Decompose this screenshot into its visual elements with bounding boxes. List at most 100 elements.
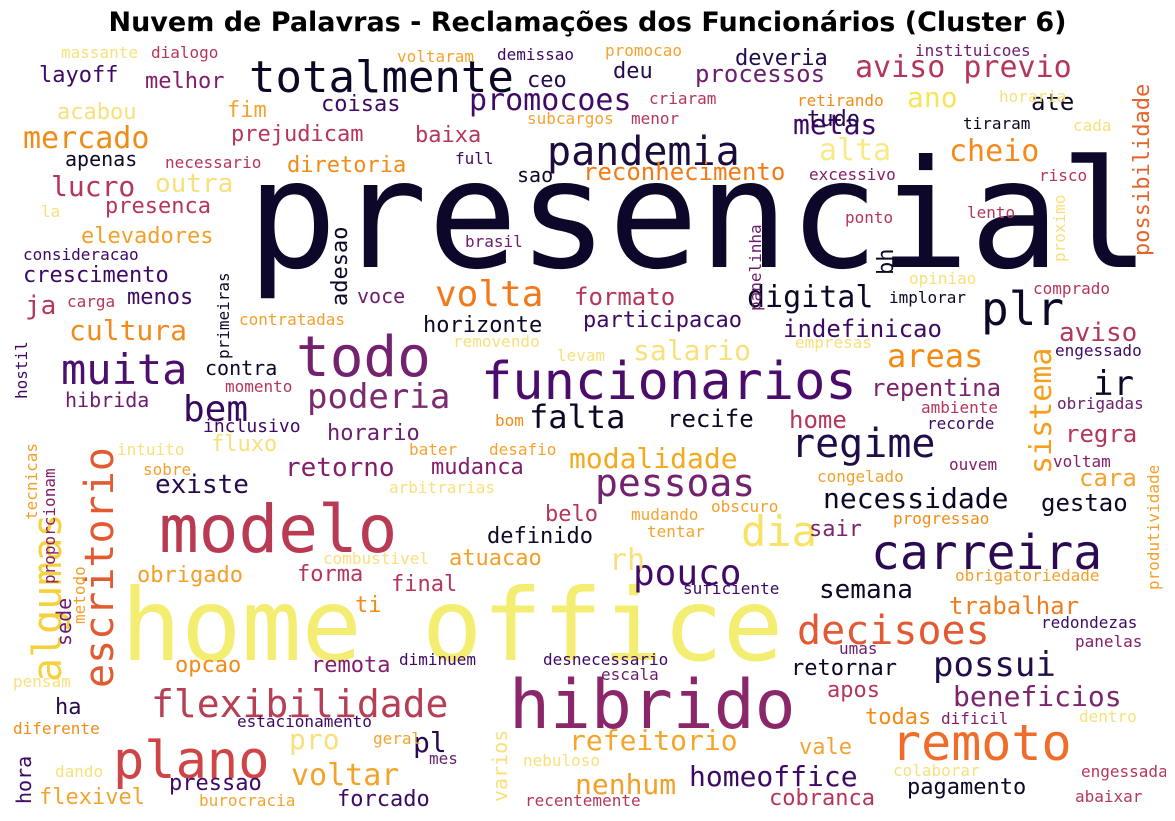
word-bom: bom — [495, 411, 524, 430]
word-beneficios: beneficios — [953, 680, 1122, 713]
word-presenca: presenca — [105, 194, 211, 219]
word-arbitrarias: arbitrarias — [389, 478, 495, 497]
word-ti: ti — [355, 593, 382, 618]
word-pagamento: pagamento — [907, 775, 1026, 800]
word-combustivel: combustivel — [323, 549, 429, 568]
word-ceo: ceo — [527, 68, 567, 93]
word-vale: vale — [799, 735, 852, 760]
word-removendo: removendo — [453, 332, 540, 351]
word-tecnicas: tecnicas — [22, 443, 41, 520]
word-dialogo: dialogo — [151, 43, 218, 62]
word-formato: formato — [574, 283, 675, 311]
word-diminuem: diminuem — [399, 650, 476, 669]
word-obrigadas: obrigadas — [1057, 394, 1144, 413]
word-crescimento: crescimento — [23, 263, 169, 288]
word-mercado: mercado — [23, 121, 149, 156]
word-reconhecimento: reconhecimento — [583, 158, 785, 186]
word-escritorio: escritorio — [77, 447, 123, 688]
word-fluxo: fluxo — [211, 432, 277, 457]
word-repentina: repentina — [871, 374, 1001, 402]
word-todas: todas — [865, 705, 931, 730]
word-massante: massante — [61, 43, 138, 62]
word-plano: plano — [113, 731, 270, 791]
word-consideracao: consideracao — [23, 245, 139, 264]
word-belo: belo — [545, 502, 598, 527]
word-menor: menor — [631, 109, 680, 128]
word-obrigado: obrigado — [137, 563, 243, 588]
word-atuacao: atuacao — [449, 546, 542, 571]
word-la: la — [41, 202, 60, 221]
word-salario: salario — [633, 334, 751, 367]
word-ponto: ponto — [845, 208, 893, 227]
word-cultura: cultura — [69, 314, 187, 347]
word-levam: levam — [557, 346, 605, 365]
word-tiraram: tiraram — [963, 114, 1030, 133]
word-modalidade: modalidade — [569, 442, 738, 475]
word-geral: geral — [373, 729, 421, 748]
word-homeoffice: homeoffice — [689, 760, 858, 793]
word-todo: todo — [296, 325, 431, 390]
word-volta: volta — [435, 274, 543, 315]
word-pessoas: pessoas — [595, 461, 755, 505]
word-diferente: diferente — [13, 719, 100, 738]
word-criaram: criaram — [649, 89, 716, 108]
word-outra: outra — [155, 169, 233, 199]
word-hibrido: hibrido — [509, 666, 796, 745]
word-coisas: coisas — [321, 92, 400, 117]
word-layoff: layoff — [39, 63, 118, 88]
word-redondezas: redondezas — [1041, 613, 1137, 632]
word-areas: areas — [887, 337, 983, 375]
chart-title: Nuvem de Palavras - Reclamações dos Func… — [108, 7, 1067, 38]
word-flexibilidade: flexibilidade — [151, 682, 448, 726]
word-metas: metas — [793, 108, 877, 141]
word-plr: plr — [981, 282, 1064, 336]
word-dificil: dificil — [941, 709, 1008, 728]
word-retirando: retirando — [797, 91, 884, 110]
word-cobranca: cobranca — [769, 786, 875, 811]
word-gestao: gestao — [1041, 489, 1128, 517]
word-momento: momento — [225, 377, 292, 396]
word-presencial: presencial — [247, 129, 1150, 303]
word-algumas: algumas — [25, 513, 71, 682]
word-ate: ate — [1031, 88, 1074, 116]
word-sistema: sistema — [1024, 348, 1059, 474]
word-baixa: baixa — [415, 123, 481, 148]
word-hibrida: hibrida — [65, 388, 149, 412]
word-umas: umas — [839, 639, 878, 658]
word-nebuloso: nebuloso — [523, 751, 600, 770]
word-comprado: comprado — [1033, 279, 1110, 298]
word-bem: bem — [183, 389, 248, 430]
word-risco: risco — [1039, 166, 1087, 185]
word-ouvem: ouvem — [949, 455, 997, 474]
word-dando: dando — [55, 762, 103, 781]
word-acabou: acabou — [57, 100, 136, 125]
word-cheio: cheio — [949, 134, 1039, 169]
word-abaixar: abaixar — [1075, 787, 1143, 806]
word-escala: escala — [601, 665, 659, 684]
word-voltam: voltam — [1053, 452, 1111, 471]
word-alta: alta — [819, 133, 891, 168]
word-pandemia: pandemia — [547, 129, 740, 175]
word-tentar: tentar — [647, 522, 705, 541]
word-participacao: participacao — [583, 308, 742, 333]
word-produtividade: produtividade — [1144, 465, 1163, 590]
word-melhor: melhor — [145, 69, 224, 94]
word-indefinicao: indefinicao — [783, 315, 942, 343]
word-voce: voce — [357, 284, 405, 308]
word-digital: digital — [747, 280, 873, 315]
word-tudo: tudo — [807, 107, 860, 132]
word-retorno: retorno — [285, 453, 395, 483]
word-processos: processos — [695, 60, 825, 88]
word-obrigatoriedade: obrigatoriedade — [955, 566, 1100, 585]
word-panelas: panelas — [1075, 632, 1142, 651]
word-carreira: carreira — [871, 525, 1102, 581]
word-regime: regime — [791, 421, 936, 467]
word-definido: definido — [487, 524, 593, 549]
word-contratadas: contratadas — [239, 310, 345, 329]
word-sair: sair — [809, 517, 862, 542]
word-cara: cara — [1079, 464, 1137, 492]
word-poderia: poderia — [307, 377, 450, 417]
word-cada: cada — [1073, 116, 1112, 135]
word-lento: lento — [967, 203, 1015, 222]
word-regra: regra — [1065, 420, 1137, 448]
